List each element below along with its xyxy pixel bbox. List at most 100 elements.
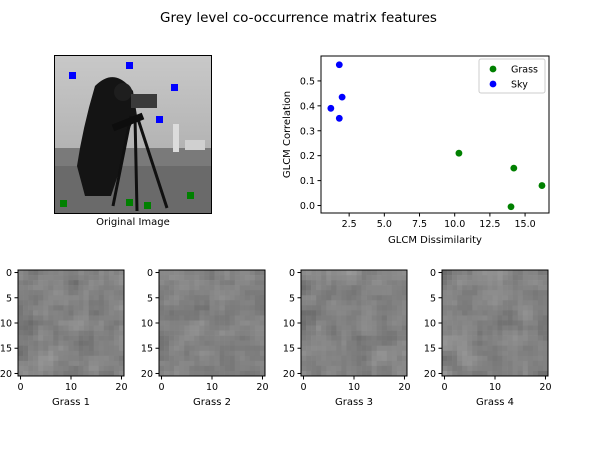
- heatmap-cell: [361, 345, 367, 352]
- heatmap-cell: [184, 325, 190, 331]
- heatmap-cell: [189, 275, 195, 281]
- heatmap-cell: [18, 310, 24, 316]
- heatmap-cell: [58, 305, 64, 311]
- heatmap-cell: [396, 325, 403, 331]
- heatmap-cell: [48, 290, 54, 296]
- heatmap-cell: [542, 280, 549, 286]
- y-tick-label: 10: [141, 319, 153, 330]
- heatmap-cell: [33, 360, 39, 367]
- heatmap-cell: [58, 370, 64, 377]
- heatmap-cell: [537, 370, 544, 377]
- heatmap-cell: [199, 340, 205, 347]
- heatmap-cell: [401, 345, 408, 352]
- heatmap-cell: [356, 300, 362, 306]
- heatmap-cell: [93, 310, 100, 316]
- heatmap-cell: [396, 350, 403, 357]
- heatmap-cell: [537, 270, 544, 276]
- heatmap-cell: [18, 360, 24, 367]
- heatmap-cell: [249, 370, 256, 377]
- heatmap-cell: [527, 315, 534, 321]
- heatmap-cell: [401, 320, 408, 326]
- heatmap-cell: [33, 355, 39, 362]
- heatmap-cell: [108, 290, 115, 296]
- heatmap-cell: [224, 285, 230, 291]
- heatmap-cell: [527, 340, 534, 347]
- heatmap-cell: [381, 300, 388, 306]
- heatmap-cell: [487, 300, 493, 306]
- heatmap-cell: [331, 315, 337, 321]
- heatmap-cell: [361, 335, 367, 341]
- heatmap-cell: [396, 275, 403, 281]
- heatmap-cell: [259, 305, 266, 311]
- heatmap-cell: [396, 295, 403, 301]
- heatmap-cell: [447, 325, 453, 331]
- heatmap-cell: [73, 295, 79, 301]
- heatmap-cell: [502, 330, 508, 336]
- heatmap-cell: [234, 330, 241, 336]
- heatmap-cell: [301, 330, 307, 336]
- heatmap-cell: [331, 270, 337, 276]
- heatmap-cell: [477, 360, 483, 367]
- heatmap-cell: [48, 355, 54, 362]
- heatmap-cell: [189, 280, 195, 286]
- heatmap-cell: [462, 355, 468, 362]
- heatmap-cell: [214, 300, 220, 306]
- heatmap-cell: [63, 295, 69, 301]
- heatmap-cell: [472, 350, 478, 357]
- heatmap-cell: [331, 280, 337, 286]
- heatmap-cell: [396, 300, 403, 306]
- heatmap-cell: [457, 325, 463, 331]
- heatmap-cell: [63, 345, 69, 352]
- heatmap-cell: [38, 365, 44, 372]
- heatmap-cell: [366, 275, 372, 281]
- heatmap-cell: [23, 295, 29, 301]
- heatmap-cell: [259, 290, 266, 296]
- heatmap-cell: [467, 315, 473, 321]
- heatmap-cell: [497, 325, 503, 331]
- heatmap-cell: [98, 335, 105, 341]
- heatmap-cell: [63, 280, 69, 286]
- heatmap-cell: [351, 320, 357, 326]
- heatmap-cell: [199, 365, 205, 372]
- heatmap-cell: [517, 355, 524, 362]
- heatmap-cell: [184, 330, 190, 336]
- heatmap-cell: [507, 315, 513, 321]
- heatmap-cell: [254, 345, 261, 352]
- heatmap-cell: [38, 285, 44, 291]
- heatmap-cell: [259, 345, 266, 352]
- heatmap-cell: [502, 290, 508, 296]
- heatmap-cell: [512, 300, 519, 306]
- heatmap-cell: [229, 310, 236, 316]
- heatmap-cell: [113, 340, 120, 347]
- heatmap-cell: [179, 310, 185, 316]
- heatmap-cell: [537, 340, 544, 347]
- heatmap-cell: [326, 360, 332, 367]
- heatmap-cell: [391, 285, 398, 291]
- heatmap-cell: [48, 370, 54, 377]
- heatmap-cell: [442, 355, 448, 362]
- heatmap-cell: [306, 275, 312, 281]
- heatmap-cell: [209, 285, 215, 291]
- heatmap-cell: [98, 360, 105, 367]
- heatmap-cell: [199, 325, 205, 331]
- heatmap-cell: [113, 350, 120, 357]
- heatmap-cell: [507, 285, 513, 291]
- heatmap-cell: [259, 300, 266, 306]
- heatmap-cell: [219, 275, 225, 281]
- heatmap-cell: [103, 305, 110, 311]
- heatmap-cell: [239, 295, 246, 301]
- heatmap-cell: [507, 275, 513, 281]
- heatmap-cell: [522, 295, 529, 301]
- heatmap-cell: [204, 325, 210, 331]
- heatmap-cell: [254, 325, 261, 331]
- heatmap-cell: [532, 310, 539, 316]
- heatmap-cell: [78, 270, 84, 276]
- heatmap-cell: [391, 320, 398, 326]
- heatmap-cell: [356, 325, 362, 331]
- heatmap-cell: [482, 370, 488, 377]
- heatmap-cell: [38, 345, 44, 352]
- heatmap-cell: [502, 355, 508, 362]
- heatmap-cell: [73, 330, 79, 336]
